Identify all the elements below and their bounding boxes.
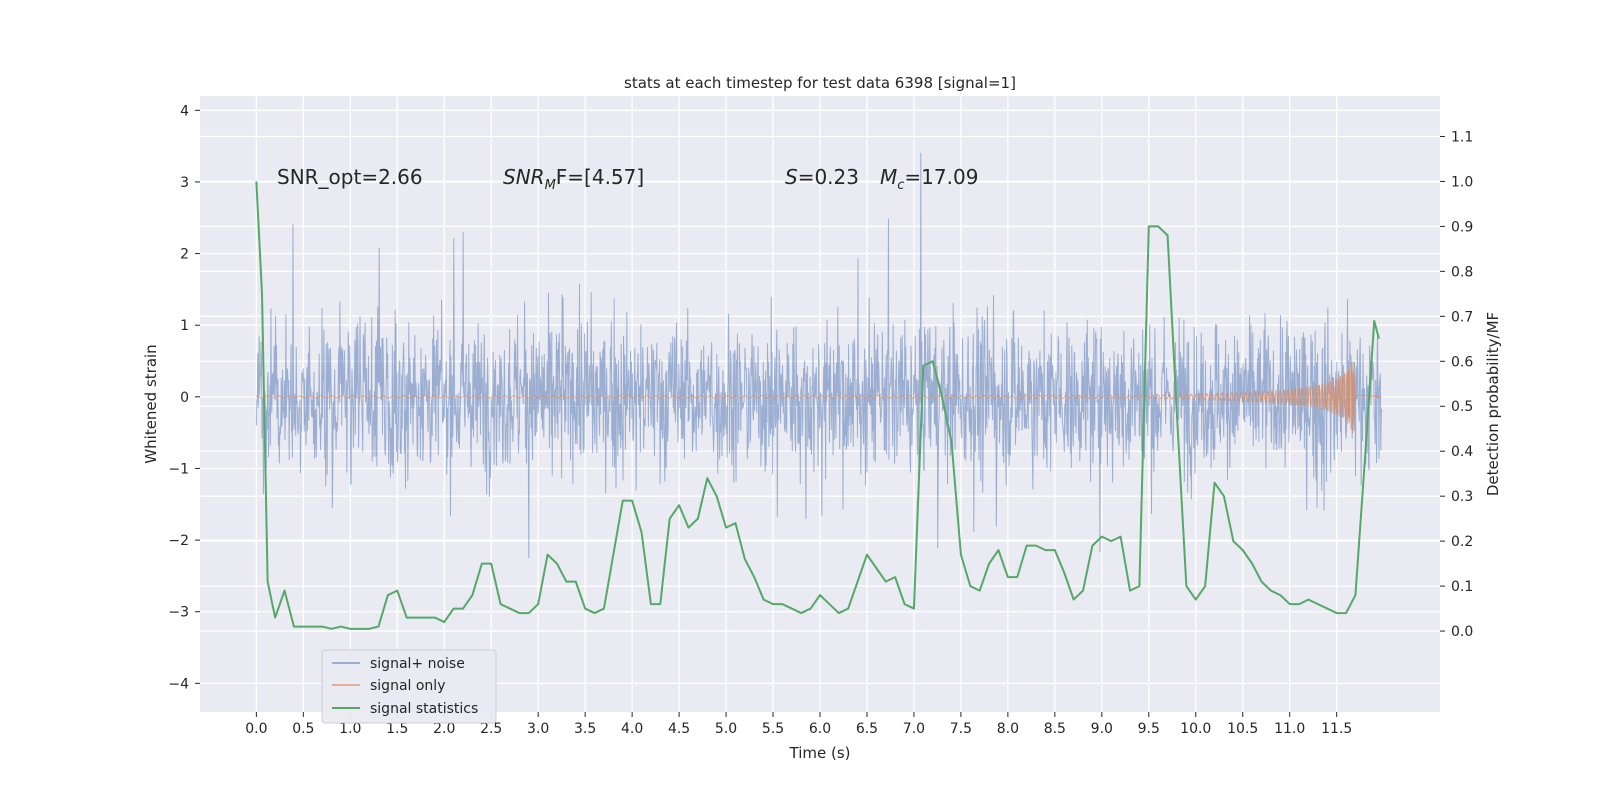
x-tick-label: 11.5 <box>1321 721 1352 737</box>
y-tick-label: 3 <box>180 175 189 191</box>
x-tick-label: 1.5 <box>386 721 408 737</box>
y-tick-label: −3 <box>168 605 189 621</box>
legend-box <box>321 649 497 724</box>
annotation-snr-mf-value: F=[4.57] <box>556 165 644 189</box>
y-tick-label: 4 <box>180 103 189 119</box>
y2-tick-label: 0.4 <box>1451 444 1473 460</box>
y2-tick-label: 1.1 <box>1451 129 1473 145</box>
axes: 0.0 0.5 1.0 1.5 2.0 2.5 3.0 3.5 4.0 4.5 5.0 5.5 6.0 6… <box>168 103 1473 737</box>
x-tick-label: 7.5 <box>950 721 972 737</box>
x-tick-label: 5.0 <box>715 721 737 737</box>
annotation-snr-opt: SNR_opt=2.66 <box>277 165 423 189</box>
y2-tick-label: 0.0 <box>1451 624 1473 640</box>
y2-tick-label: 0.8 <box>1451 264 1473 280</box>
x-tick-label: 9.0 <box>1091 721 1113 737</box>
x-axis-label: Time (s) <box>789 744 851 762</box>
annotation-snr-opt-text: SNR_opt=2.66 <box>277 165 423 189</box>
series-signal-statistics <box>255 181 1380 630</box>
x-tick-label: 11.0 <box>1274 721 1305 737</box>
chart-title: stats at each timestep for test data 639… <box>624 74 1016 92</box>
x-tick-label: 8.5 <box>1044 721 1066 737</box>
y-axis-label: Whitened strain <box>142 344 160 463</box>
y2-tick-label: 1.0 <box>1451 174 1473 190</box>
x-tick-label: 4.5 <box>668 721 690 737</box>
y-tick-label: 2 <box>180 247 189 263</box>
x-tick-label: 2.0 <box>433 721 455 737</box>
annotation-mc: Mc=17.09 <box>880 165 978 193</box>
series-signal-only <box>256 361 1382 434</box>
x-tick-label: 10.0 <box>1180 721 1211 737</box>
legend: signal+ noise signal only signal statist… <box>321 649 497 724</box>
annotations: SNR_opt=2.66 SNRMF=[4.57] S=0.23 Mc=17.0… <box>277 165 978 193</box>
x-tick-label: 7.0 <box>903 721 925 737</box>
annotation-s: S=0.23 <box>785 165 859 189</box>
y2-tick-label: 0.3 <box>1451 489 1473 505</box>
x-tick-label: 5.5 <box>762 721 784 737</box>
x-tick-label: 0.5 <box>292 721 314 737</box>
x-tick-label: 2.5 <box>480 721 502 737</box>
y2-tick-label: 0.2 <box>1451 534 1473 550</box>
x-tick-label: 8.0 <box>997 721 1019 737</box>
series-signal-noise <box>255 152 1383 559</box>
annotation-snr-mf: SNRMF=[4.57] <box>503 165 644 193</box>
annotation-mc-value: =17.09 <box>904 165 978 189</box>
legend-label-signal-statistics: signal statistics <box>370 701 478 717</box>
x-tick-label: 10.5 <box>1227 721 1258 737</box>
x-tick-label: 3.5 <box>574 721 596 737</box>
x-tick-label: 9.5 <box>1138 721 1160 737</box>
y-tick-label: −1 <box>168 461 189 477</box>
annotation-mc-base: M <box>880 165 897 189</box>
x-tick-label: 1.0 <box>339 721 361 737</box>
annotation-s-value: =0.23 <box>798 165 859 189</box>
y2-tick-label: 0.1 <box>1451 579 1473 595</box>
x-tick-label: 6.0 <box>809 721 831 737</box>
x-tick-label: 0.0 <box>245 721 267 737</box>
legend-label-signal-noise: signal+ noise <box>370 656 465 672</box>
y-tick-label: 1 <box>180 318 189 334</box>
y-tick-label: −2 <box>168 533 189 549</box>
y2-axis-label: Detection probability/MF <box>1484 312 1502 496</box>
y2-tick-label: 0.6 <box>1451 354 1473 370</box>
y2-tick-label: 0.5 <box>1451 399 1473 415</box>
annotation-snr-mf-subscript: M <box>545 178 556 193</box>
y-tick-label: 0 <box>180 390 189 406</box>
x-tick-label: 4.0 <box>621 721 643 737</box>
x-tick-label: 3.0 <box>527 721 549 737</box>
plot-area <box>255 152 1383 630</box>
y2-tick-label: 0.9 <box>1451 219 1473 235</box>
y-tick-label: −4 <box>168 676 189 692</box>
legend-label-signal-only: signal only <box>370 678 445 694</box>
annotation-s-base: S <box>785 165 798 189</box>
annotation-mc-subscript: c <box>897 178 904 193</box>
y2-tick-label: 0.7 <box>1451 309 1473 325</box>
annotation-snr-mf-base: SNR <box>503 165 545 189</box>
x-tick-label: 6.5 <box>856 721 878 737</box>
